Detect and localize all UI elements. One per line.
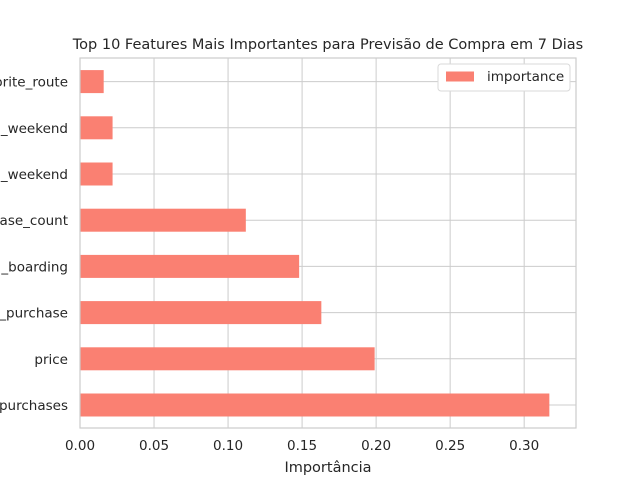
bar (80, 254, 300, 278)
x-axis-label: Importância (284, 460, 371, 476)
bar (80, 393, 550, 417)
x-tick-label: 0.15 (287, 438, 317, 454)
x-tick-labels: 0.00 0.05 0.10 0.15 0.20 0.25 0.30 (65, 438, 539, 454)
y-tick-label: purchases (0, 398, 68, 414)
legend-box (437, 63, 571, 92)
bars (80, 70, 550, 417)
y-tick-label: _weekend (0, 167, 68, 183)
y-tick-label: orite_route (0, 75, 68, 91)
y-tick-label: _boarding (0, 259, 68, 275)
x-tick-label: 0.10 (213, 438, 243, 454)
bar (80, 162, 113, 186)
x-tick-label: 0.20 (361, 438, 391, 454)
bar (80, 347, 375, 371)
legend: importance (437, 63, 571, 92)
x-tick-label: 0.30 (509, 438, 539, 454)
x-tick-label: 0.05 (139, 438, 169, 454)
bar (80, 116, 113, 140)
bar (80, 208, 246, 232)
bar (80, 301, 322, 325)
y-tick-label: price (34, 352, 68, 368)
y-tick-labels: purchases price _purchase _boarding ase_coun… (0, 75, 68, 414)
legend-swatch (446, 71, 474, 82)
bar (80, 70, 104, 94)
x-tick-label: 0.00 (65, 438, 95, 454)
y-tick-label: _weekend (0, 121, 68, 137)
y-tick-label: _purchase (0, 306, 68, 322)
plot-frame (79, 57, 577, 429)
chart-title: Top 10 Features Mais Importantes para Pr… (72, 37, 583, 53)
y-tick-label: ase_count (0, 213, 68, 229)
x-tick-label: 0.25 (435, 438, 465, 454)
legend-label: importance (487, 69, 564, 85)
